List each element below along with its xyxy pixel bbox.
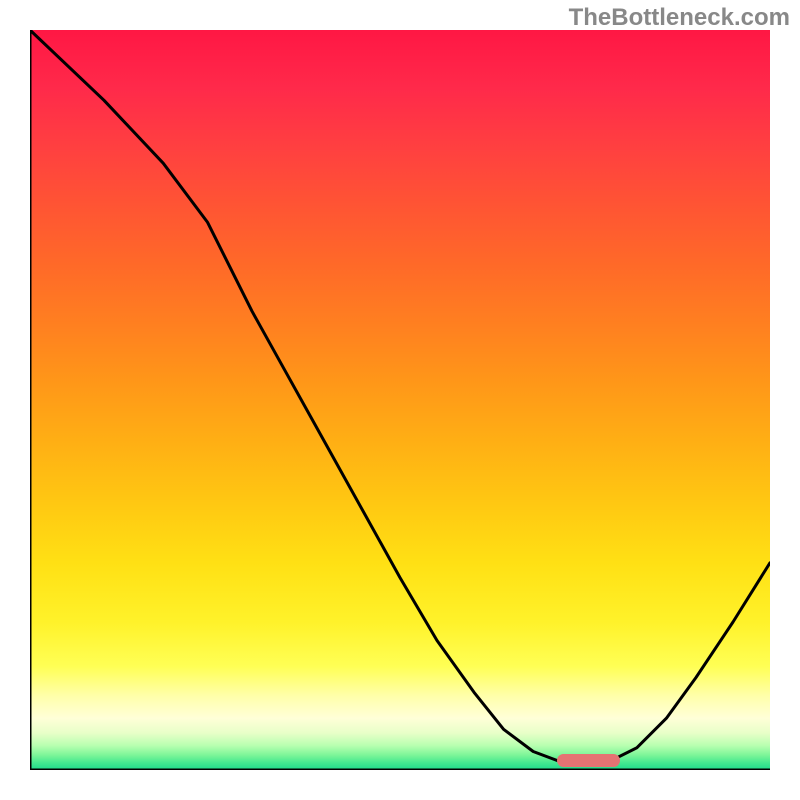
curve-layer: [30, 30, 770, 770]
watermark-text: TheBottleneck.com: [569, 4, 790, 32]
plot-area: [30, 30, 770, 770]
bottleneck-curve: [30, 30, 770, 763]
chart-container: TheBottleneck.com: [0, 0, 800, 800]
optimal-marker: [557, 754, 620, 767]
